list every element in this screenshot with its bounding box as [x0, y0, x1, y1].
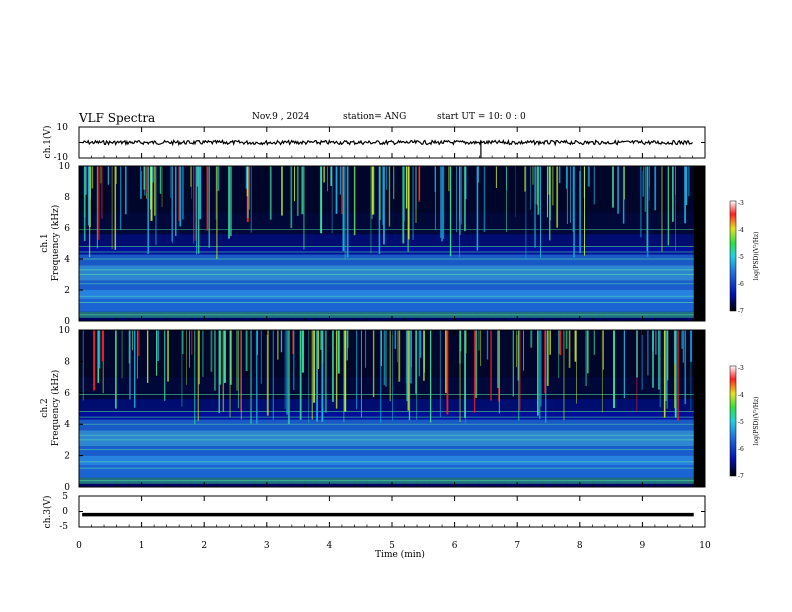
cbar1-tick-m5: -5 [738, 254, 744, 261]
ch1-spec-ytick-label: 10 [59, 162, 71, 172]
ch1-ytick-neg10: -10 [54, 153, 69, 163]
ch1-spec-ytick-label: 0 [64, 317, 70, 327]
ch1-spec-ytick-label: 8 [64, 193, 70, 203]
ch2-colorbar: -3 -4 -5 -6 -7 log(PSD)(V²/Hz) [729, 365, 760, 480]
ch1-wave-panel: 10 -10 ch.1(V) [42, 123, 706, 163]
ch2-spec-band [79, 465, 694, 478]
cbar2-tick-m5: -5 [738, 419, 744, 426]
ch1-colorbar: -3 -4 -5 -6 -7 log(PSD)(V²/Hz) [729, 200, 760, 315]
ch1-spec-band [79, 265, 694, 281]
ch1-spec-band [79, 212, 694, 235]
ch3-ytick-0: 0 [62, 507, 68, 517]
ch1-spec-band [79, 254, 694, 266]
station-label: station= ANG [343, 112, 407, 122]
ch2-spec-ytick-label: 2 [64, 452, 70, 462]
ch1-ylabel-a: ch.1 [40, 233, 50, 252]
ch3-ylabel: ch.3(V) [42, 496, 53, 529]
x-tick-label: 4 [327, 541, 333, 551]
cbar1-tick-m4: -4 [738, 227, 744, 234]
ch1-spectrogram-panel: 0 2 4 6 8 10 ch.1 Frequency (kHz) [40, 162, 706, 327]
ch2-spectrogram-panel: 0 2 4 6 8 10 ch.2 Frequency (kHz) [40, 326, 706, 493]
start-time-label: start UT = 10: 0 : 0 [437, 112, 526, 122]
ch1-spec-ytick-label: 4 [64, 255, 70, 265]
x-tick-label: 5 [389, 541, 395, 551]
ch1-spec-ytick-label: 6 [64, 224, 70, 234]
x-tick-label: 0 [76, 541, 82, 551]
ch2-ylabel-a: ch.2 [40, 398, 50, 417]
ch1-ytick-10: 10 [57, 123, 69, 133]
cbar2-tick-m6: -6 [738, 446, 744, 453]
ch2-spec-ytick-label: 8 [64, 357, 70, 367]
chart-title: VLF Spectra [79, 111, 156, 125]
cbar2-tick-m3: -3 [738, 365, 744, 372]
ch1-ylabel-b: Frequency (kHz) [50, 205, 61, 282]
ch1-spec-band [79, 234, 694, 247]
ch1-spec-band [79, 290, 694, 300]
ch1-spec-ytick-label: 2 [64, 286, 70, 296]
ch2-spec-ytick-label: 0 [64, 483, 70, 493]
ch1-spec-band [79, 280, 694, 290]
ch1-spec-band [79, 246, 694, 255]
x-tick-label: 2 [201, 541, 207, 551]
ch2-spec-ytick-label: 4 [64, 420, 70, 430]
ch2-spec-ytick-label: 6 [64, 389, 70, 399]
ch2-spec-band [79, 419, 694, 431]
ch2-spec-band [79, 446, 694, 456]
x-tick-label: 9 [640, 541, 646, 551]
cbar1-label: log(PSD)(V²/Hz) [753, 232, 760, 281]
ch1-wave-trace [81, 138, 693, 147]
ch1-ylabel: ch.1(V) [42, 126, 53, 159]
x-tick-label: 6 [452, 541, 458, 551]
x-tick-label: 3 [264, 541, 270, 551]
cbar2-tick-m4: -4 [738, 392, 744, 399]
x-tick-label: 1 [139, 541, 145, 551]
cbar2-tick-m7: -7 [738, 473, 744, 480]
ch2-spec-band [79, 430, 694, 447]
ch1-spec-band [79, 299, 694, 312]
cbar1-tick-m6: -6 [738, 281, 744, 288]
ch2-spec-band [79, 399, 694, 412]
ch3-ytick-5: 5 [62, 492, 68, 502]
date-label: Nov.9 , 2024 [252, 112, 310, 122]
cbar1-tick-m7: -7 [738, 308, 744, 315]
x-tick-label: 10 [699, 541, 711, 551]
ch2-ylabel-b: Frequency (kHz) [50, 370, 61, 447]
cbar1-tick-m3: -3 [738, 200, 744, 207]
cbar2-label: log(PSD)(V²/Hz) [753, 397, 760, 446]
ch3-ytick-neg5: -5 [59, 522, 68, 532]
ch2-spec-band [79, 455, 694, 466]
x-tick-label: 8 [577, 541, 583, 551]
ch2-spec-ytick-label: 10 [59, 326, 71, 336]
ch2-spec-band [79, 411, 694, 420]
x-tick-label: 7 [514, 541, 520, 551]
ch3-wave-panel: 5 0 -5 ch.3(V) [42, 492, 706, 532]
time-axis: 0 1 2 3 4 5 6 7 8 9 10 [76, 127, 711, 551]
x-axis-label: Time (min) [375, 549, 425, 560]
